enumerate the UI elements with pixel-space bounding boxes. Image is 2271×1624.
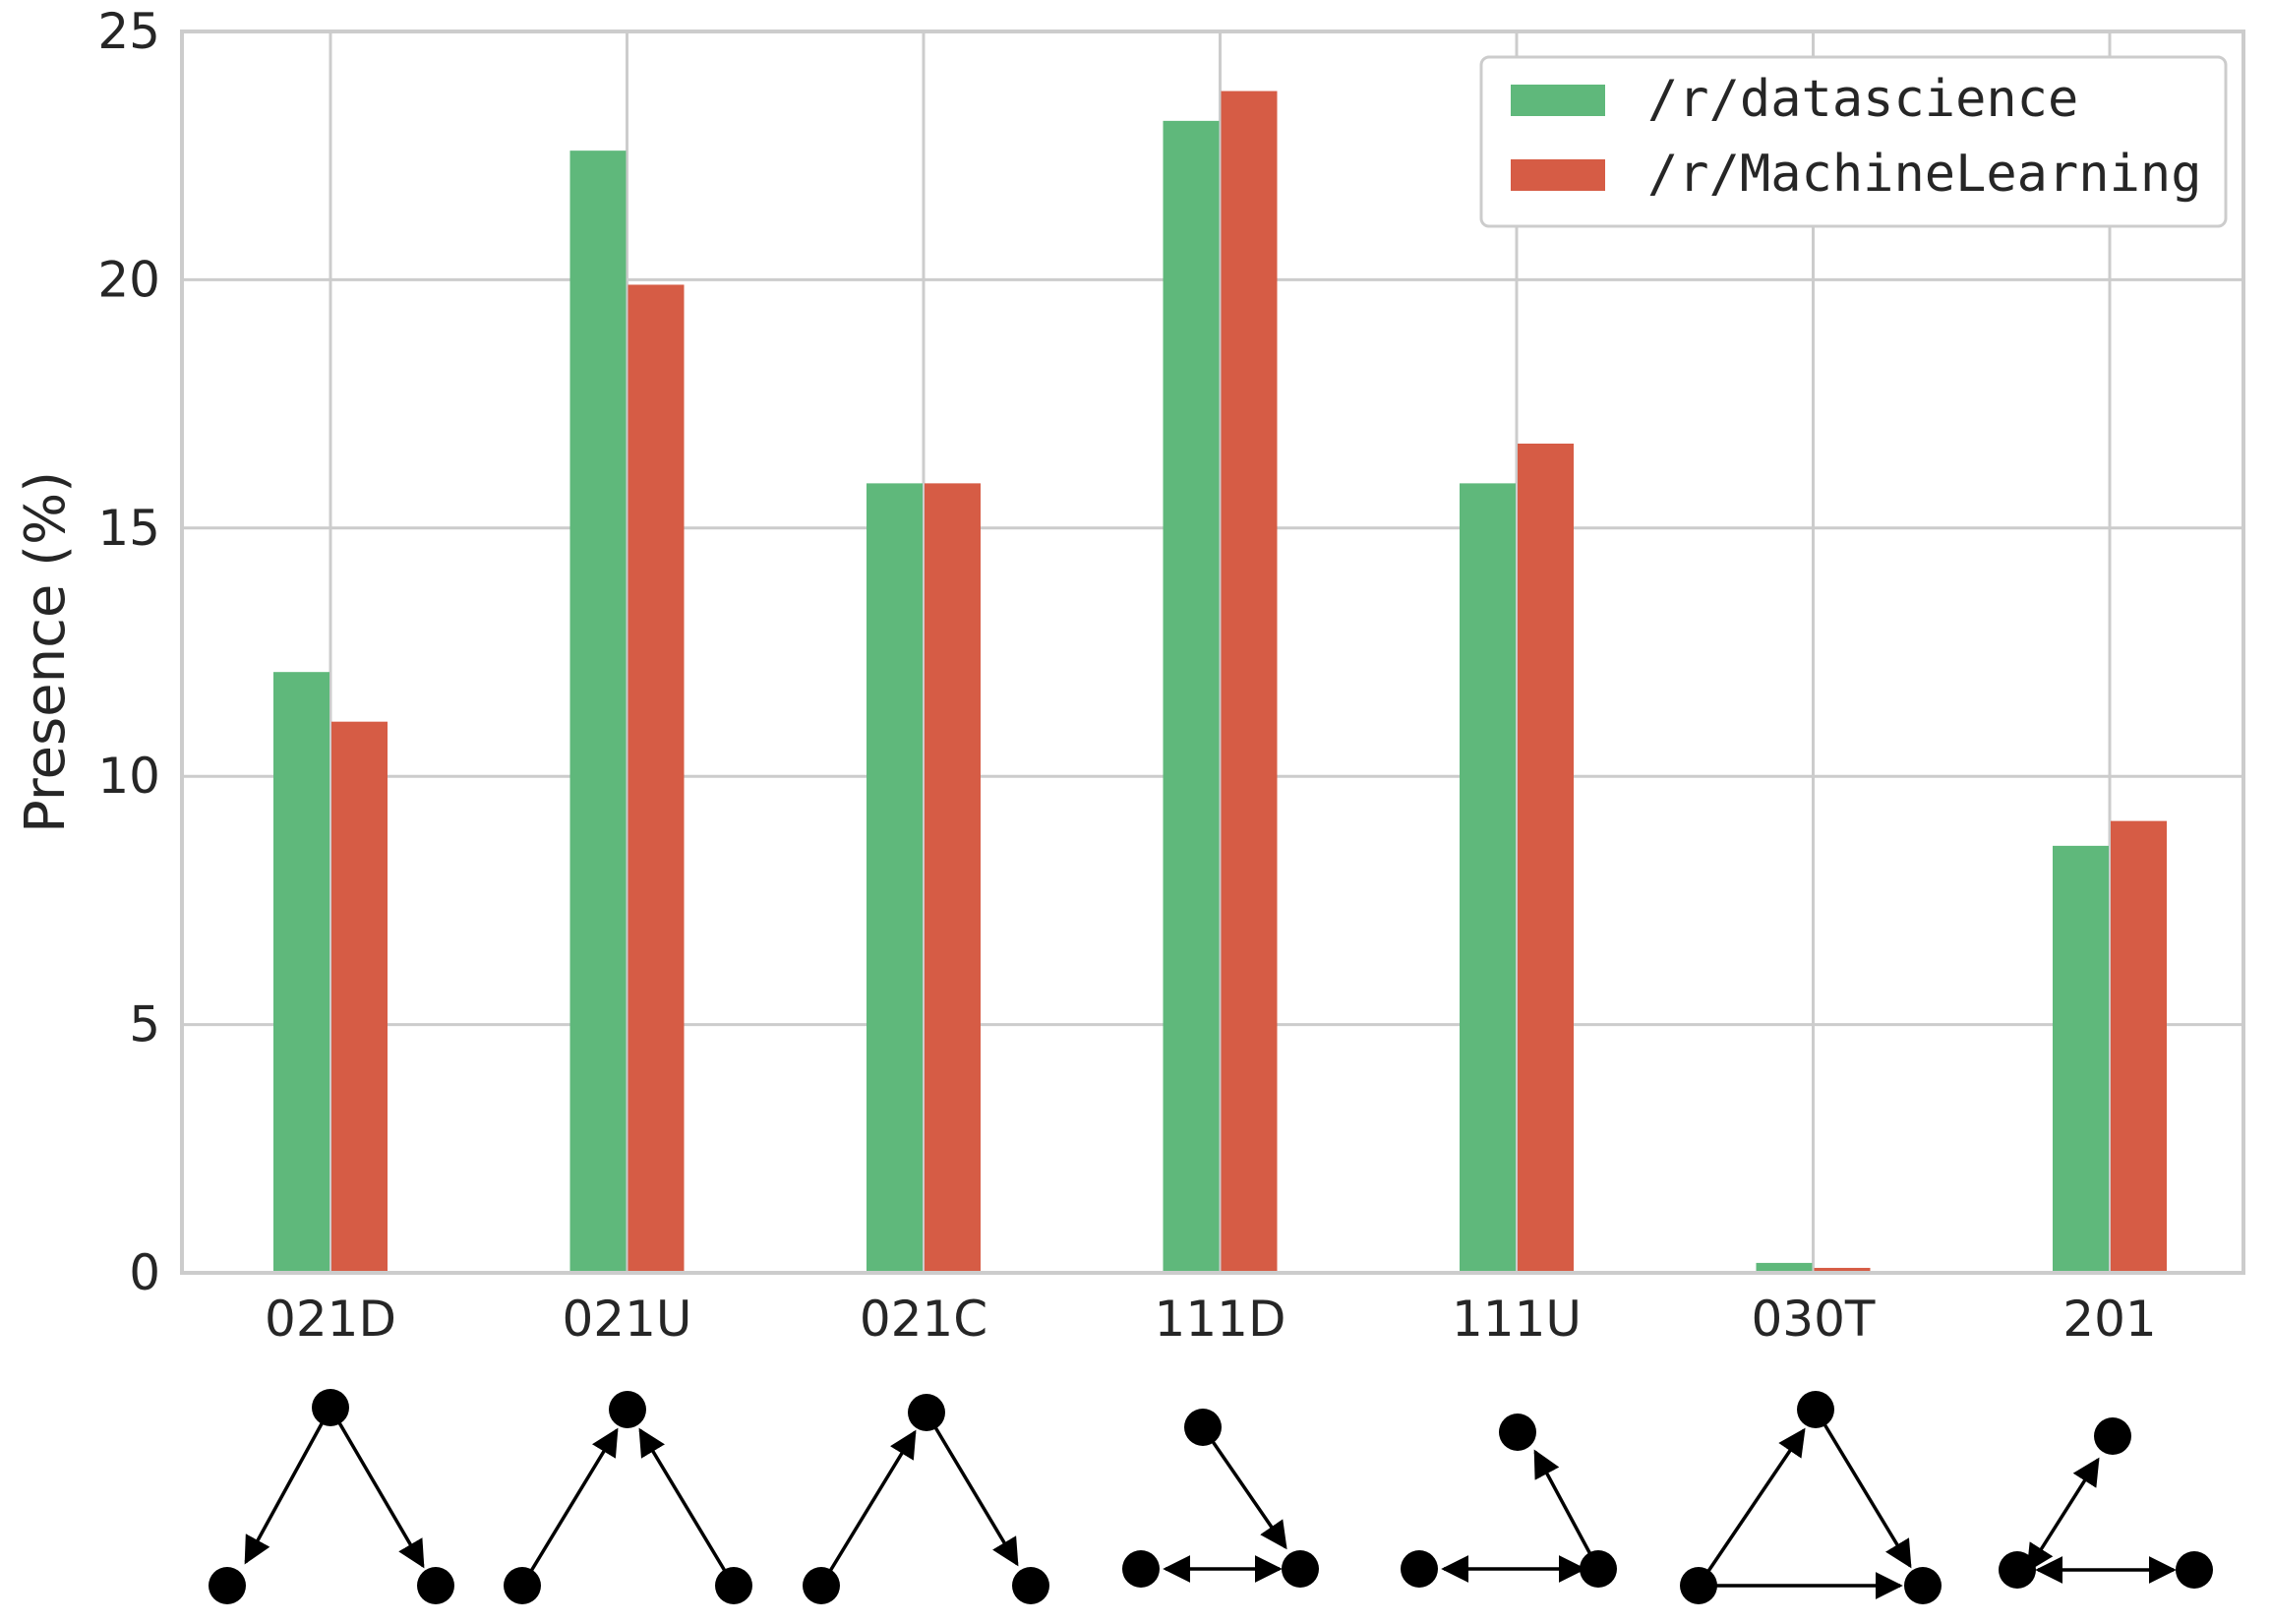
y-tick-label: 10 <box>97 748 160 805</box>
y-tick-labels: 0 5 10 15 20 25 <box>97 3 160 1301</box>
bar-datascience-030T <box>1756 1262 1813 1273</box>
plot-frame <box>180 30 2245 1275</box>
bar-datascience-201 <box>2053 845 2109 1273</box>
bar-machinelearning-021U <box>628 284 685 1273</box>
y-tick-label: 5 <box>129 996 160 1053</box>
y-tick-label: 15 <box>97 500 160 557</box>
triad-diagram-201 <box>1999 1417 2213 1589</box>
bar-machinelearning-111D <box>1221 90 1278 1273</box>
triad-diagram-111U <box>1401 1413 1617 1588</box>
x-tick-label: 201 <box>2062 1291 2156 1348</box>
bar-datascience-021C <box>867 483 923 1273</box>
x-tick-labels: 021D 021U 021C 111D 111U 030T 201 <box>265 1291 2157 1348</box>
x-tick-label: 021U <box>562 1291 691 1348</box>
triad-diagram-030T <box>1680 1391 1942 1604</box>
x-tick-label: 111D <box>1155 1291 1286 1348</box>
legend-label-machinelearning: /r/MachineLearning <box>1647 145 2202 204</box>
y-axis-label: Presence (%) <box>14 471 78 833</box>
triad-diagram-021D <box>209 1389 454 1604</box>
x-tick-label: 021C <box>860 1291 987 1348</box>
x-tick-label: 030T <box>1752 1291 1876 1348</box>
legend-box <box>1479 55 2228 228</box>
bar-machinelearning-201 <box>2111 820 2167 1273</box>
triad-diagram-111D <box>1122 1409 1319 1588</box>
legend-swatch-datascience <box>1511 85 1605 116</box>
y-tick-label: 25 <box>97 3 160 60</box>
bar-machinelearning-111U <box>1518 443 1574 1273</box>
legend-label-datascience: /r/datascience <box>1647 70 2078 129</box>
x-tick-label: 111U <box>1452 1291 1582 1348</box>
bar-machinelearning-021D <box>331 721 388 1273</box>
bar-datascience-111D <box>1163 120 1220 1273</box>
triad-diagram-021U <box>504 1391 752 1604</box>
bar-datascience-021D <box>273 672 329 1273</box>
triad-diagram-021C <box>803 1394 1049 1604</box>
legend-swatch-machinelearning <box>1511 159 1605 191</box>
bar-machinelearning-021C <box>925 483 981 1273</box>
bar-machinelearning-030T <box>1814 1267 1871 1273</box>
x-tick-label: 021D <box>265 1291 396 1348</box>
bar-datascience-111U <box>1460 483 1516 1273</box>
y-tick-label: 0 <box>129 1244 160 1301</box>
y-tick-label: 20 <box>97 251 160 308</box>
legend: /r/datascience /r/MachineLearning <box>1479 55 2228 228</box>
bar-datascience-021U <box>569 150 627 1274</box>
bars <box>273 90 2167 1274</box>
